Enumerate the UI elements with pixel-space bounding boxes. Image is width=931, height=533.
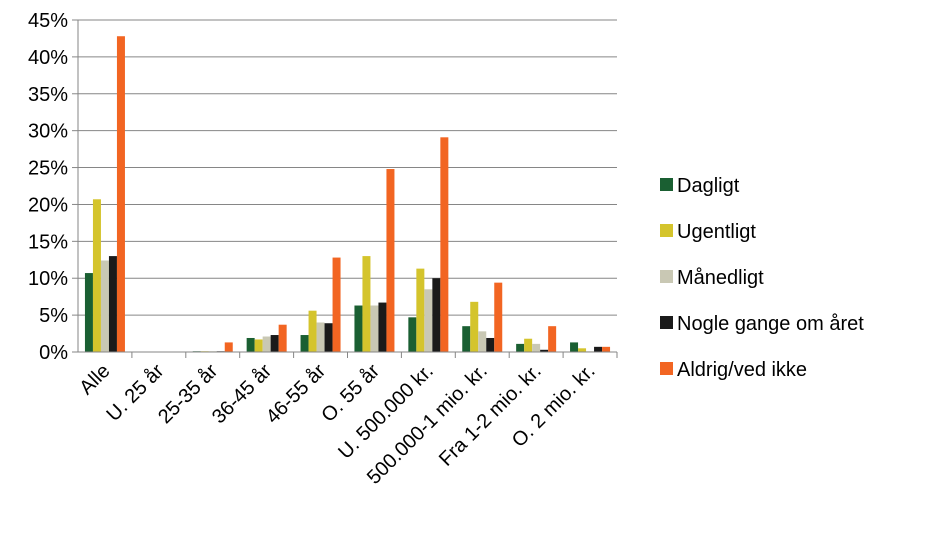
legend-label: Dagligt	[677, 175, 740, 197]
bar	[548, 326, 557, 352]
bar	[408, 317, 417, 352]
bar	[108, 256, 117, 352]
x-tick-label: U. 500.000 kr.	[334, 360, 438, 464]
legend-item: Dagligt	[660, 175, 740, 197]
legend-item: Aldrig/ved ikke	[660, 359, 807, 381]
bar	[270, 335, 279, 352]
y-tick-label: 10%	[28, 268, 68, 290]
bar	[432, 278, 441, 352]
bar	[470, 301, 479, 352]
legend-label: Nogle gange om året	[677, 313, 864, 335]
bar	[602, 346, 611, 352]
bar	[440, 137, 449, 352]
bar	[578, 348, 587, 352]
bar	[594, 346, 603, 352]
bar	[92, 199, 101, 352]
bar	[278, 324, 287, 352]
bar	[424, 289, 433, 352]
legend-swatch	[660, 224, 673, 237]
bar	[316, 322, 325, 352]
legend-swatch	[660, 178, 673, 191]
bar	[332, 257, 341, 352]
y-tick-label: 15%	[28, 231, 68, 253]
legend-swatch	[660, 270, 673, 283]
legend-swatch	[660, 362, 673, 375]
legend-label: Månedligt	[677, 267, 764, 289]
bars	[84, 36, 611, 352]
y-tick-label: 40%	[28, 47, 68, 69]
bar	[116, 36, 125, 352]
y-tick-label: 20%	[28, 194, 68, 216]
bar	[462, 326, 471, 352]
legend-swatch	[660, 316, 673, 329]
y-tick-label: 35%	[28, 84, 68, 106]
bar	[262, 336, 271, 352]
y-tick-label: 25%	[28, 158, 68, 180]
bar	[370, 305, 379, 352]
bar	[300, 335, 309, 352]
bar	[224, 342, 233, 352]
x-tick-label: Alle	[75, 360, 114, 399]
bar	[378, 302, 387, 352]
y-tick-label: 5%	[39, 305, 68, 327]
legend-label: Aldrig/ved ikke	[677, 359, 807, 381]
bar	[324, 323, 333, 352]
axes	[72, 19, 618, 358]
legend-item: Nogle gange om året	[660, 313, 864, 335]
legend: Dagligt Ugentligt Månedligt Nogle gange om …	[660, 175, 864, 381]
bar	[100, 260, 109, 352]
bar	[416, 268, 425, 352]
bar	[540, 349, 549, 352]
gridlines	[78, 19, 617, 316]
y-tick-label: 45%	[28, 10, 68, 32]
y-tick-label: 30%	[28, 121, 68, 143]
bar	[254, 339, 263, 352]
y-tick-label: 0%	[39, 342, 68, 364]
x-tick-label: 46-55 år	[262, 360, 330, 428]
bar	[386, 169, 395, 352]
bar	[524, 338, 533, 352]
bar	[362, 256, 371, 352]
legend-item: Ugentligt	[660, 221, 756, 243]
bar	[308, 310, 317, 352]
bar	[478, 331, 487, 352]
bar	[486, 337, 495, 352]
bar	[246, 337, 255, 352]
bar	[516, 343, 525, 352]
bar	[532, 343, 541, 352]
bar	[84, 273, 93, 352]
bar	[494, 282, 503, 352]
y-axis-tick-labels: 0% 5% 10% 15% 20% 25% 30% 35% 40% 45%	[28, 10, 68, 364]
bar	[570, 342, 579, 352]
bar	[354, 305, 363, 352]
legend-item: Månedligt	[660, 267, 764, 289]
legend-label: Ugentligt	[677, 221, 756, 243]
